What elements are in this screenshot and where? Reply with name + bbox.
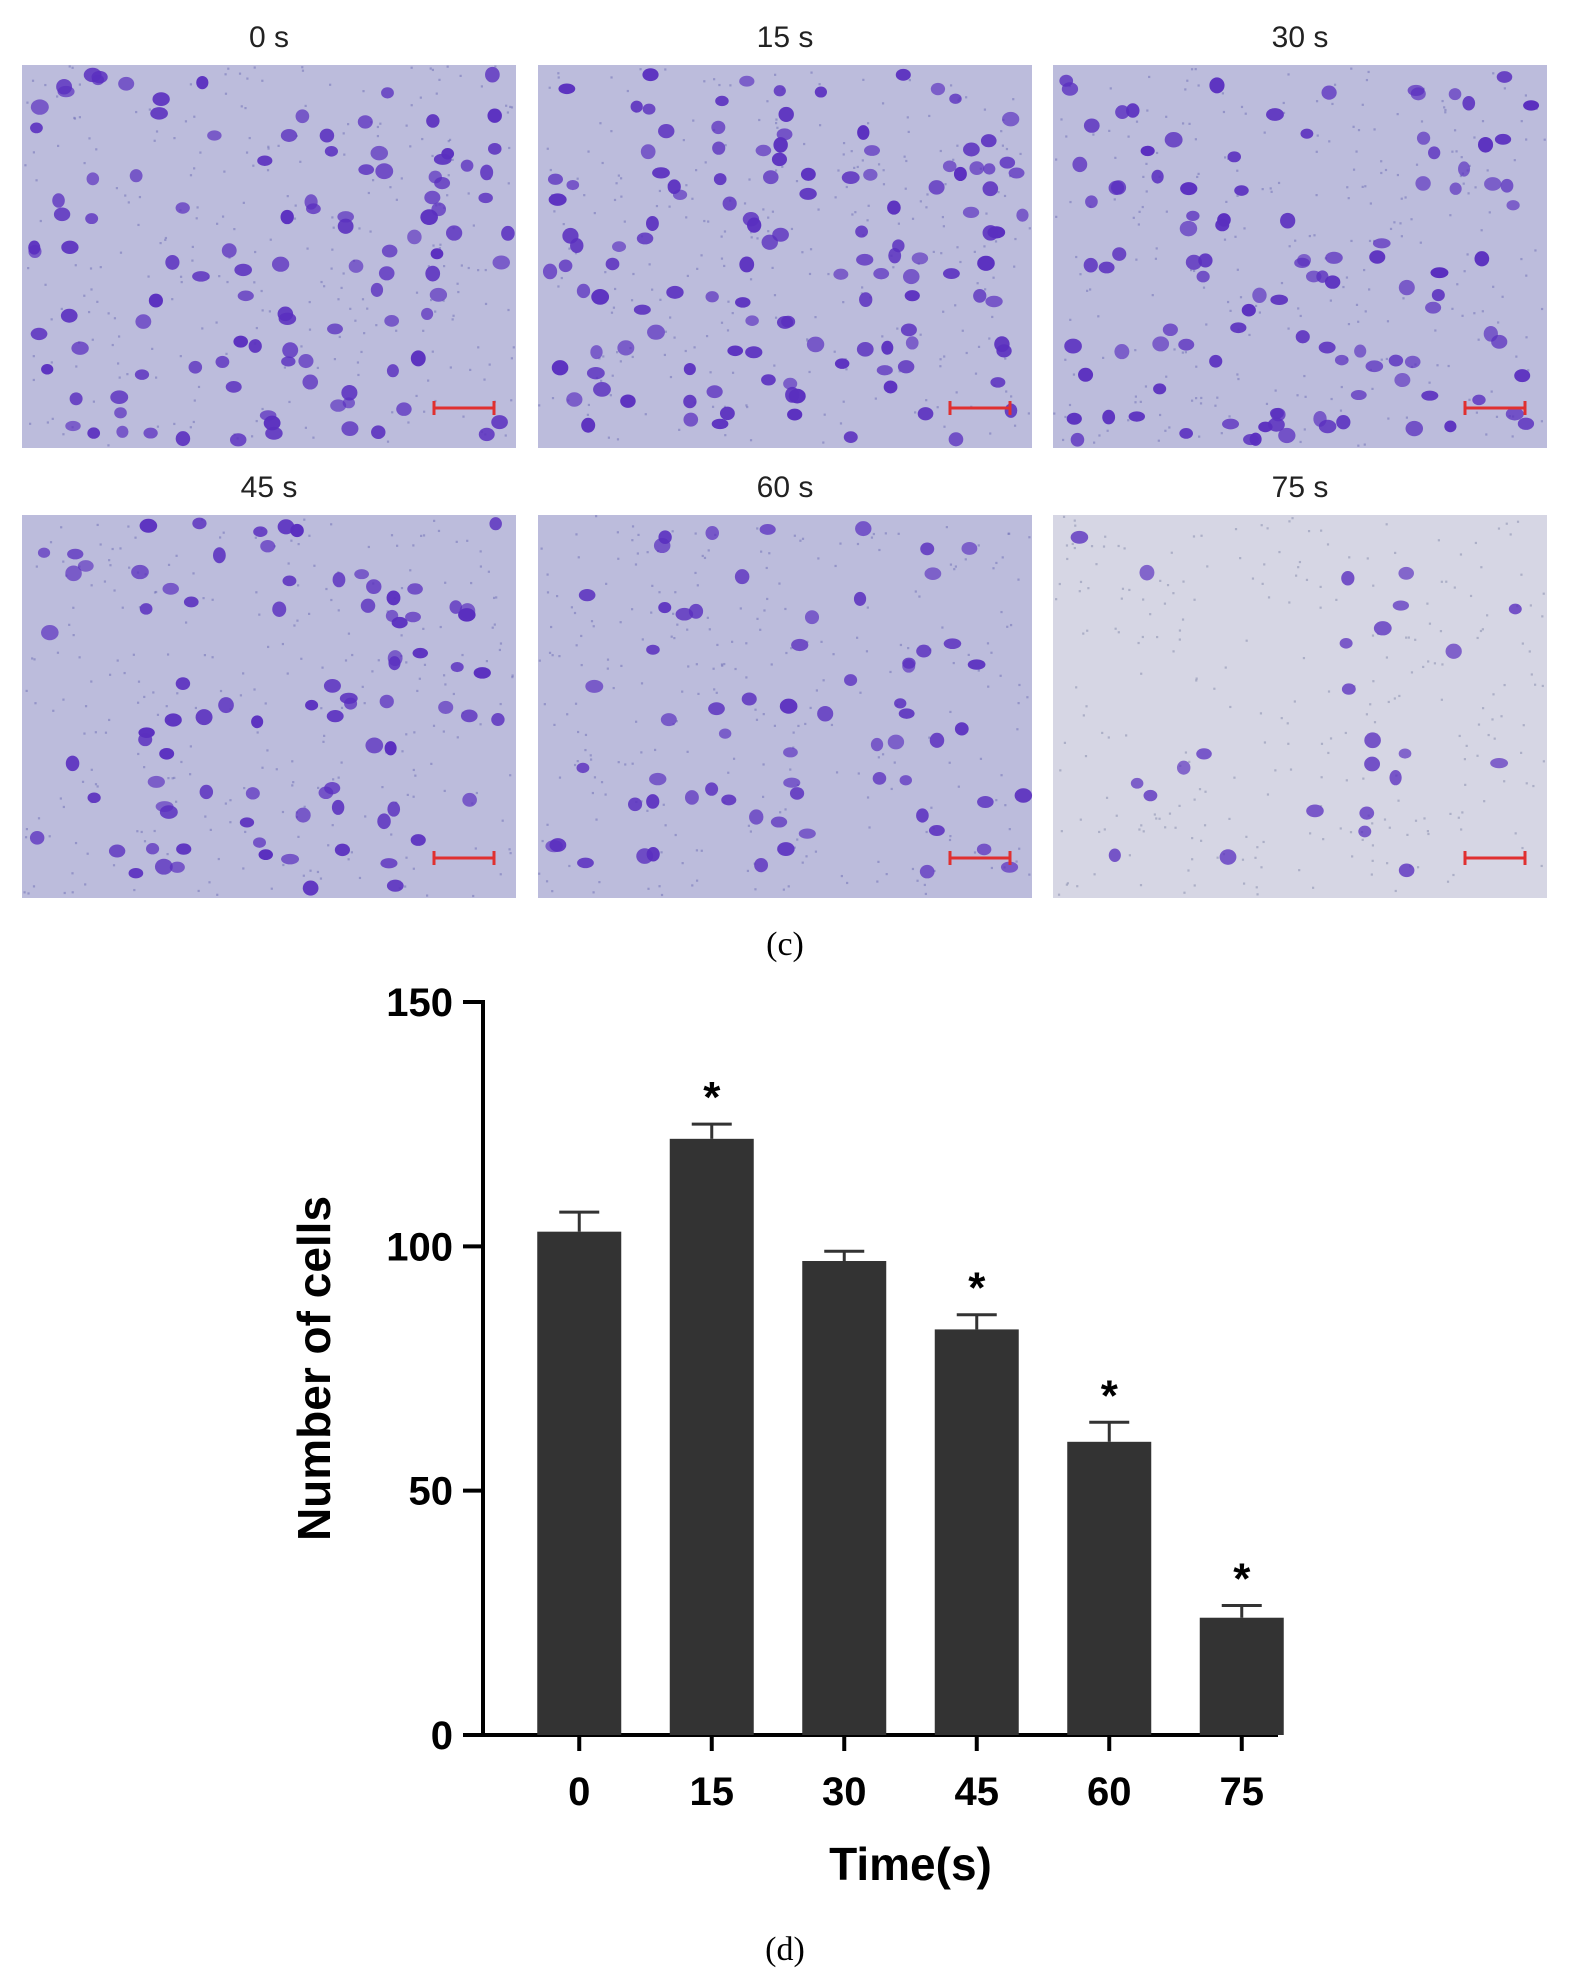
significance-mark: *: [968, 1264, 986, 1313]
y-tick-label: 50: [409, 1470, 454, 1514]
bar: [934, 1329, 1019, 1735]
micrograph-cells: [29, 517, 505, 896]
micrograph-background: [22, 515, 516, 898]
bar: [1067, 1441, 1152, 1735]
micrograph-cells: [1059, 71, 1540, 447]
y-tick-label: 150: [386, 981, 453, 1025]
micrograph-label: 15 s: [757, 21, 814, 54]
micrograph-panel: 60 s: [538, 471, 1033, 898]
x-tick-label: 0: [568, 1770, 590, 1814]
scale-bar: [1463, 851, 1527, 865]
micrograph-cells: [28, 66, 515, 447]
y-tick-label: 100: [386, 1225, 453, 1269]
x-tick-label: 30: [822, 1770, 867, 1814]
significance-mark: *: [1101, 1371, 1119, 1420]
chart-caption: (d): [765, 1931, 805, 1968]
micrograph-label: 30 s: [1272, 21, 1329, 54]
bar-chart: 0 50 100 150 0 15 * 30 45 * 60 * 75 * Time(s) Number of…: [288, 981, 1284, 1890]
micrograph-cells: [542, 68, 1029, 447]
x-tick-label: 45: [955, 1770, 1000, 1814]
micrograph-panel: 30 s: [1053, 21, 1547, 448]
micrograph-label: 0 s: [249, 21, 289, 54]
significance-mark: *: [1233, 1555, 1251, 1604]
micrograph-panel: 0 s: [22, 21, 516, 448]
micrograph-label: 45 s: [241, 471, 298, 504]
micrograph-background: [538, 65, 1032, 448]
scale-bar: [948, 401, 1012, 415]
micrograph-speckle: [1053, 67, 1546, 447]
micrograph-panel: 45 s: [22, 471, 516, 898]
x-tick-label: 15: [690, 1770, 735, 1814]
y-axis-label: Number of cells: [288, 1196, 340, 1541]
scale-bar: [1463, 401, 1527, 415]
micrograph-background: [1053, 515, 1547, 898]
scale-bar: [948, 851, 1012, 865]
y-tick-label: 0: [431, 1714, 453, 1758]
micrograph-panel: 15 s: [538, 21, 1032, 448]
micrograph-panel: 75 s: [1053, 471, 1547, 898]
micrograph-speckle: [538, 68, 1031, 444]
bar: [802, 1260, 887, 1735]
micrograph-cells: [545, 521, 1033, 879]
scale-bar: [432, 401, 496, 415]
micrograph-cells: [1070, 530, 1522, 878]
scale-bar: [432, 851, 496, 865]
micrograph-label: 75 s: [1272, 471, 1329, 504]
bar: [537, 1231, 622, 1735]
micrograph-speckle: [1055, 515, 1545, 896]
significance-mark: *: [703, 1073, 721, 1122]
micrograph-label: 60 s: [757, 471, 814, 504]
micrograph-caption: (c): [766, 926, 804, 963]
x-tick-label: 60: [1087, 1770, 1132, 1814]
bar: [1199, 1617, 1284, 1735]
bar: [669, 1138, 754, 1735]
micrograph-grid: 0 s 15 s 30 s 45 s 60 s 75 s: [22, 21, 1547, 898]
x-tick-label: 75: [1220, 1770, 1265, 1814]
x-axis-label: Time(s): [829, 1838, 992, 1890]
